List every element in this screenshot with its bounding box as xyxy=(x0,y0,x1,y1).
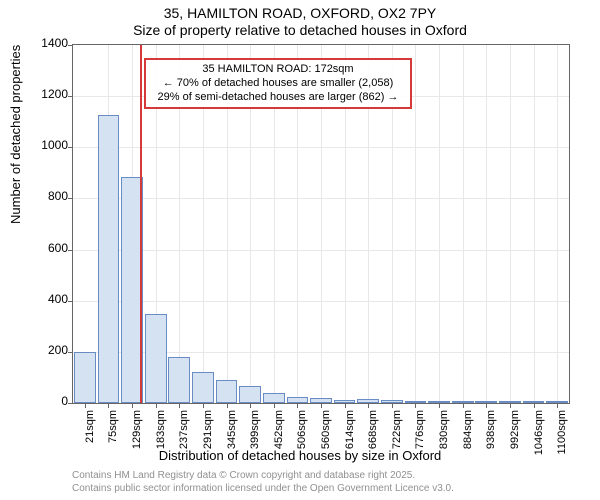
chart-container: 35, HAMILTON ROAD, OXFORD, OX2 7PY Size … xyxy=(0,0,600,500)
xtick-label: 345sqm xyxy=(226,410,238,460)
ytick-mark xyxy=(68,250,73,251)
xtick-mark xyxy=(415,403,416,408)
ytick-label: 600 xyxy=(8,241,68,255)
annotation-line3: 29% of semi-detached houses are larger (… xyxy=(152,91,404,105)
xtick-mark xyxy=(250,403,251,408)
ytick-label: 800 xyxy=(8,189,68,203)
bar xyxy=(357,399,379,403)
xtick-mark xyxy=(534,403,535,408)
xtick-mark xyxy=(297,403,298,408)
bar xyxy=(98,115,120,403)
xtick-label: 992sqm xyxy=(509,410,521,460)
xtick-label: 452sqm xyxy=(273,410,285,460)
ytick-mark xyxy=(68,403,73,404)
xtick-label: 129sqm xyxy=(131,410,143,460)
annotation-line1: 35 HAMILTON ROAD: 172sqm xyxy=(152,63,404,77)
gridline-x xyxy=(557,45,558,403)
xtick-mark xyxy=(368,403,369,408)
bar xyxy=(216,380,238,403)
ytick-mark xyxy=(68,301,73,302)
chart-title-line1: 35, HAMILTON ROAD, OXFORD, OX2 7PY xyxy=(0,5,600,21)
ytick-label: 0 xyxy=(8,394,68,408)
xtick-mark xyxy=(345,403,346,408)
xtick-mark xyxy=(85,403,86,408)
bar xyxy=(452,401,474,403)
bar xyxy=(381,400,403,403)
xtick-mark xyxy=(510,403,511,408)
gridline-x xyxy=(415,45,416,403)
xtick-mark xyxy=(156,403,157,408)
gridline-x xyxy=(534,45,535,403)
xtick-mark xyxy=(439,403,440,408)
xtick-label: 884sqm xyxy=(462,410,474,460)
bar xyxy=(428,401,450,403)
bar xyxy=(546,401,568,403)
xtick-mark xyxy=(274,403,275,408)
bar xyxy=(523,401,545,403)
xtick-label: 237sqm xyxy=(178,410,190,460)
ytick-label: 200 xyxy=(8,343,68,357)
bar xyxy=(310,398,332,403)
xtick-label: 183sqm xyxy=(155,410,167,460)
xtick-label: 938sqm xyxy=(485,410,497,460)
ytick-mark xyxy=(68,198,73,199)
bar xyxy=(475,401,497,403)
gridline-x xyxy=(439,45,440,403)
xtick-mark xyxy=(321,403,322,408)
xtick-label: 776sqm xyxy=(414,410,426,460)
xtick-label: 1100sqm xyxy=(556,410,568,460)
xtick-label: 722sqm xyxy=(391,410,403,460)
xtick-label: 506sqm xyxy=(296,410,308,460)
ytick-label: 400 xyxy=(8,292,68,306)
bar xyxy=(263,393,285,403)
annotation-line2: ← 70% of detached houses are smaller (2,… xyxy=(152,77,404,91)
chart-title-line2: Size of property relative to detached ho… xyxy=(0,22,600,38)
gridline-x xyxy=(510,45,511,403)
xtick-mark xyxy=(203,403,204,408)
xtick-label: 21sqm xyxy=(84,410,96,460)
bar xyxy=(334,400,356,403)
xtick-mark xyxy=(108,403,109,408)
xtick-label: 399sqm xyxy=(249,410,261,460)
bar xyxy=(499,401,521,403)
gridline-x xyxy=(463,45,464,403)
xtick-label: 560sqm xyxy=(320,410,332,460)
ytick-mark xyxy=(68,147,73,148)
bar xyxy=(168,357,190,403)
xtick-label: 291sqm xyxy=(202,410,214,460)
xtick-label: 830sqm xyxy=(438,410,450,460)
ytick-mark xyxy=(68,45,73,46)
bar xyxy=(239,386,261,403)
ytick-label: 1200 xyxy=(8,87,68,101)
xtick-label: 668sqm xyxy=(367,410,379,460)
ytick-label: 1000 xyxy=(8,138,68,152)
xtick-label: 1046sqm xyxy=(533,410,545,460)
bar xyxy=(287,397,309,403)
bar xyxy=(192,372,214,403)
footer-line1: Contains HM Land Registry data © Crown c… xyxy=(72,470,415,481)
gridline-x xyxy=(486,45,487,403)
bar xyxy=(74,352,96,403)
footer-line2: Contains public sector information licen… xyxy=(72,483,454,494)
xtick-mark xyxy=(132,403,133,408)
bar xyxy=(145,314,167,404)
bar xyxy=(405,401,427,403)
marker-line xyxy=(140,45,142,403)
xtick-label: 614sqm xyxy=(344,410,356,460)
xtick-mark xyxy=(486,403,487,408)
ytick-label: 1400 xyxy=(8,36,68,50)
xtick-mark xyxy=(179,403,180,408)
ytick-mark xyxy=(68,352,73,353)
plot-area: 35 HAMILTON ROAD: 172sqm← 70% of detache… xyxy=(72,44,570,404)
xtick-mark xyxy=(392,403,393,408)
xtick-mark xyxy=(463,403,464,408)
xtick-label: 75sqm xyxy=(107,410,119,460)
xtick-mark xyxy=(227,403,228,408)
annotation-box: 35 HAMILTON ROAD: 172sqm← 70% of detache… xyxy=(144,58,412,109)
xtick-mark xyxy=(557,403,558,408)
ytick-mark xyxy=(68,96,73,97)
